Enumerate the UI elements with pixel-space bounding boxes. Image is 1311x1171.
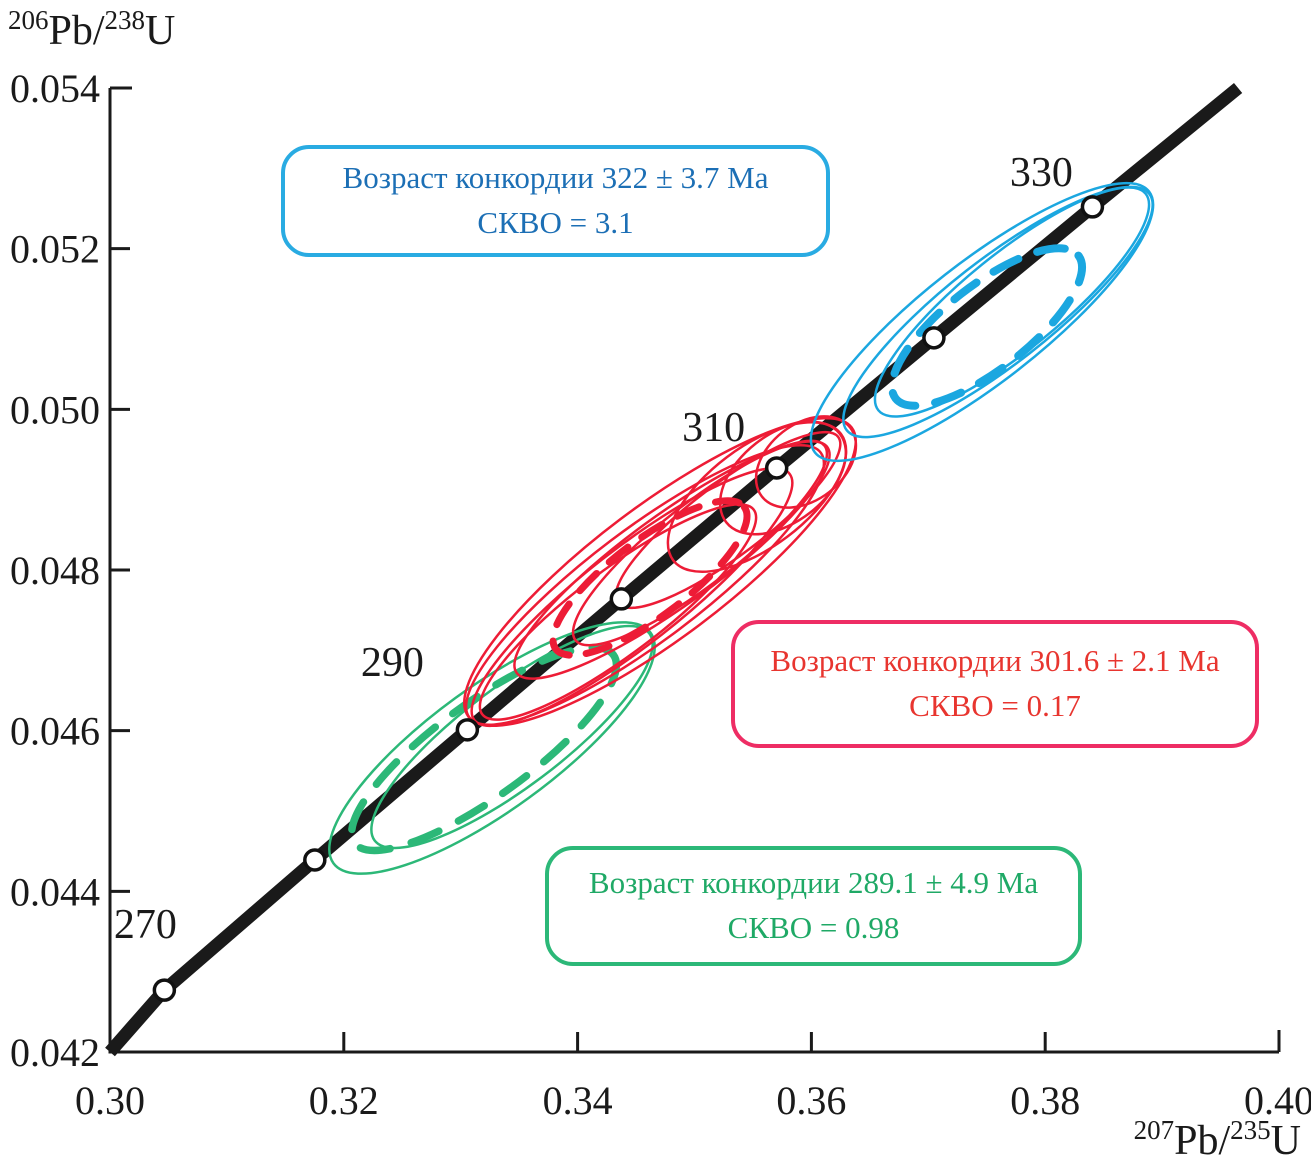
age-marker-300: [609, 587, 634, 611]
legend-box-301-line2: СКВО = 0.17: [909, 688, 1081, 723]
y-axis-title-base1: Pb/: [48, 8, 105, 54]
y-tick-label: 0.054: [10, 66, 100, 111]
group-322-concordia-age-ellipse: [888, 244, 1086, 410]
y-axis-title: 206Pb/238U: [8, 7, 176, 54]
age-marker-290: [455, 718, 480, 742]
x-tick-label: 0.36: [776, 1078, 846, 1123]
group-301-error-ellipse: [513, 440, 831, 680]
group-301-error-ellipse: [718, 420, 848, 536]
age-label-310: 310: [682, 405, 745, 451]
y-tick-label: 0.048: [10, 548, 100, 593]
y-tick-label: 0.044: [10, 869, 100, 914]
x-tick-label: 0.32: [309, 1078, 379, 1123]
legend-box-301: Возраст конкордии 301.6 ± 2.1 Ма СКВО = …: [731, 620, 1259, 748]
age-marker-320: [922, 326, 946, 350]
legend-box-289-line2: СКВО = 0.98: [727, 910, 900, 945]
x-axis-title-base1: Pb/: [1174, 1118, 1231, 1164]
group-301-concordia-age-ellipse: [549, 497, 751, 659]
legend-box-322: Возраст конкордии 322 ± 3.7 Ма СКВО = 3.…: [281, 145, 830, 257]
y-tick-label: 0.046: [10, 709, 100, 754]
legend-box-301-line1: Возраст конкордии 301.6 ± 2.1 Ма: [770, 643, 1220, 679]
x-tick-label: 0.30: [75, 1078, 145, 1123]
x-tick-label: 0.34: [543, 1078, 613, 1123]
y-tick-label: 0.052: [10, 227, 100, 272]
y-axis-title-base2: U: [145, 8, 176, 54]
group-301-error-ellipse: [571, 439, 829, 647]
age-label-290: 290: [361, 640, 424, 686]
x-axis-title-sup2: 235: [1230, 1115, 1271, 1145]
age-marker-280: [303, 848, 327, 872]
x-axis-title: 207Pb/235U: [1134, 1117, 1301, 1164]
group-301-error-ellipse: [470, 466, 794, 728]
age-label-330: 330: [1010, 150, 1073, 196]
age-marker-310: [764, 456, 789, 480]
group-289-error-ellipse: [328, 621, 656, 875]
age-marker-270: [152, 978, 177, 1002]
group-301-error-ellipse: [464, 444, 826, 726]
group-322-error-ellipse: [809, 181, 1155, 463]
y-tick-label: 0.050: [10, 387, 100, 432]
legend-box-289-line1: Возраст конкордии 289.1 ± 4.9 Ма: [588, 865, 1039, 901]
legend-box-289: Возраст конкордии 289.1 ± 4.9 Ма СКВО = …: [545, 846, 1082, 966]
x-tick-label: 0.38: [1010, 1078, 1080, 1123]
legend-box-322-line1: Возраст конкордии 322 ± 3.7 Ма: [342, 160, 769, 196]
legend-box-322-line2: СКВО = 3.1: [477, 205, 634, 240]
y-axis-title-sup1: 206: [8, 5, 49, 35]
group-301-error-ellipse: [754, 415, 858, 509]
x-axis-title-base2: U: [1270, 1118, 1301, 1164]
group-322-error-ellipse: [842, 185, 1154, 439]
age-marker-330: [1080, 195, 1105, 219]
x-axis-title-sup1: 207: [1133, 1115, 1175, 1145]
group-289-concordia-age-ellipse: [347, 643, 621, 855]
age-label-270: 270: [114, 902, 177, 948]
y-tick-label: 0.042: [10, 1030, 100, 1075]
x-tick-label: 0.40: [1244, 1078, 1311, 1123]
y-axis-title-sup2: 238: [104, 5, 146, 35]
